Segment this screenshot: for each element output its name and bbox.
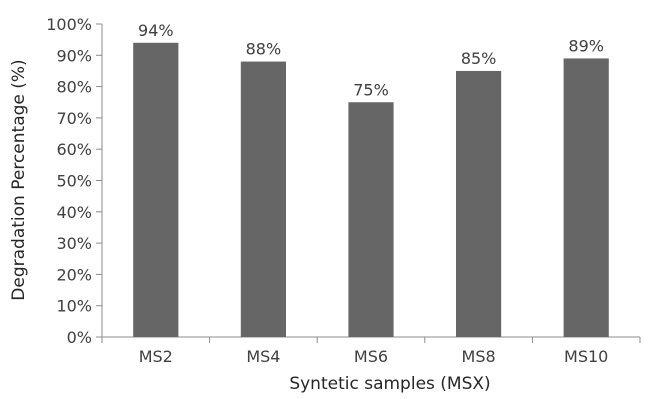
x-axis-title: Syntetic samples (MSX) — [289, 374, 490, 394]
x-tick-label: MS10 — [564, 347, 608, 366]
bar-ms2 — [133, 42, 179, 337]
data-label-ms2: 94% — [138, 21, 174, 40]
x-tick-label: MS6 — [354, 347, 388, 366]
chart-axes: 0% 10% 20% 30% 40% 50% 60% 70% 80% 90% 100% MS2 MS4 M… — [46, 15, 641, 366]
y-tick-label: 40% — [56, 203, 92, 222]
bar-ms6 — [348, 102, 394, 337]
y-tick-label: 100% — [46, 15, 92, 34]
x-tick-label: MS8 — [462, 347, 496, 366]
bar-ms4 — [240, 61, 286, 338]
x-tick-label: MS4 — [246, 347, 280, 366]
chart-bars — [133, 42, 609, 338]
data-label-ms8: 85% — [461, 49, 497, 68]
y-tick-label: 0% — [67, 328, 92, 347]
chart-data-labels: 94% 88% 75% 85% 89% — [138, 21, 604, 99]
y-tick-label: 50% — [56, 172, 92, 191]
y-tick-label: 90% — [56, 46, 92, 65]
bar-ms10 — [563, 58, 609, 338]
bar-ms8 — [456, 70, 502, 337]
y-tick-label: 70% — [56, 109, 92, 128]
y-tick-label: 20% — [56, 265, 92, 284]
y-tick-label: 30% — [56, 234, 92, 253]
y-tick-label: 10% — [56, 297, 92, 316]
y-axis-title: Degradation Percentage (%) — [9, 59, 29, 300]
data-label-ms6: 75% — [353, 80, 389, 99]
y-tick-label: 60% — [56, 140, 92, 159]
data-label-ms10: 89% — [568, 36, 604, 55]
x-tick-label: MS2 — [139, 347, 173, 366]
y-tick-label: 80% — [56, 78, 92, 97]
data-label-ms4: 88% — [246, 40, 282, 59]
